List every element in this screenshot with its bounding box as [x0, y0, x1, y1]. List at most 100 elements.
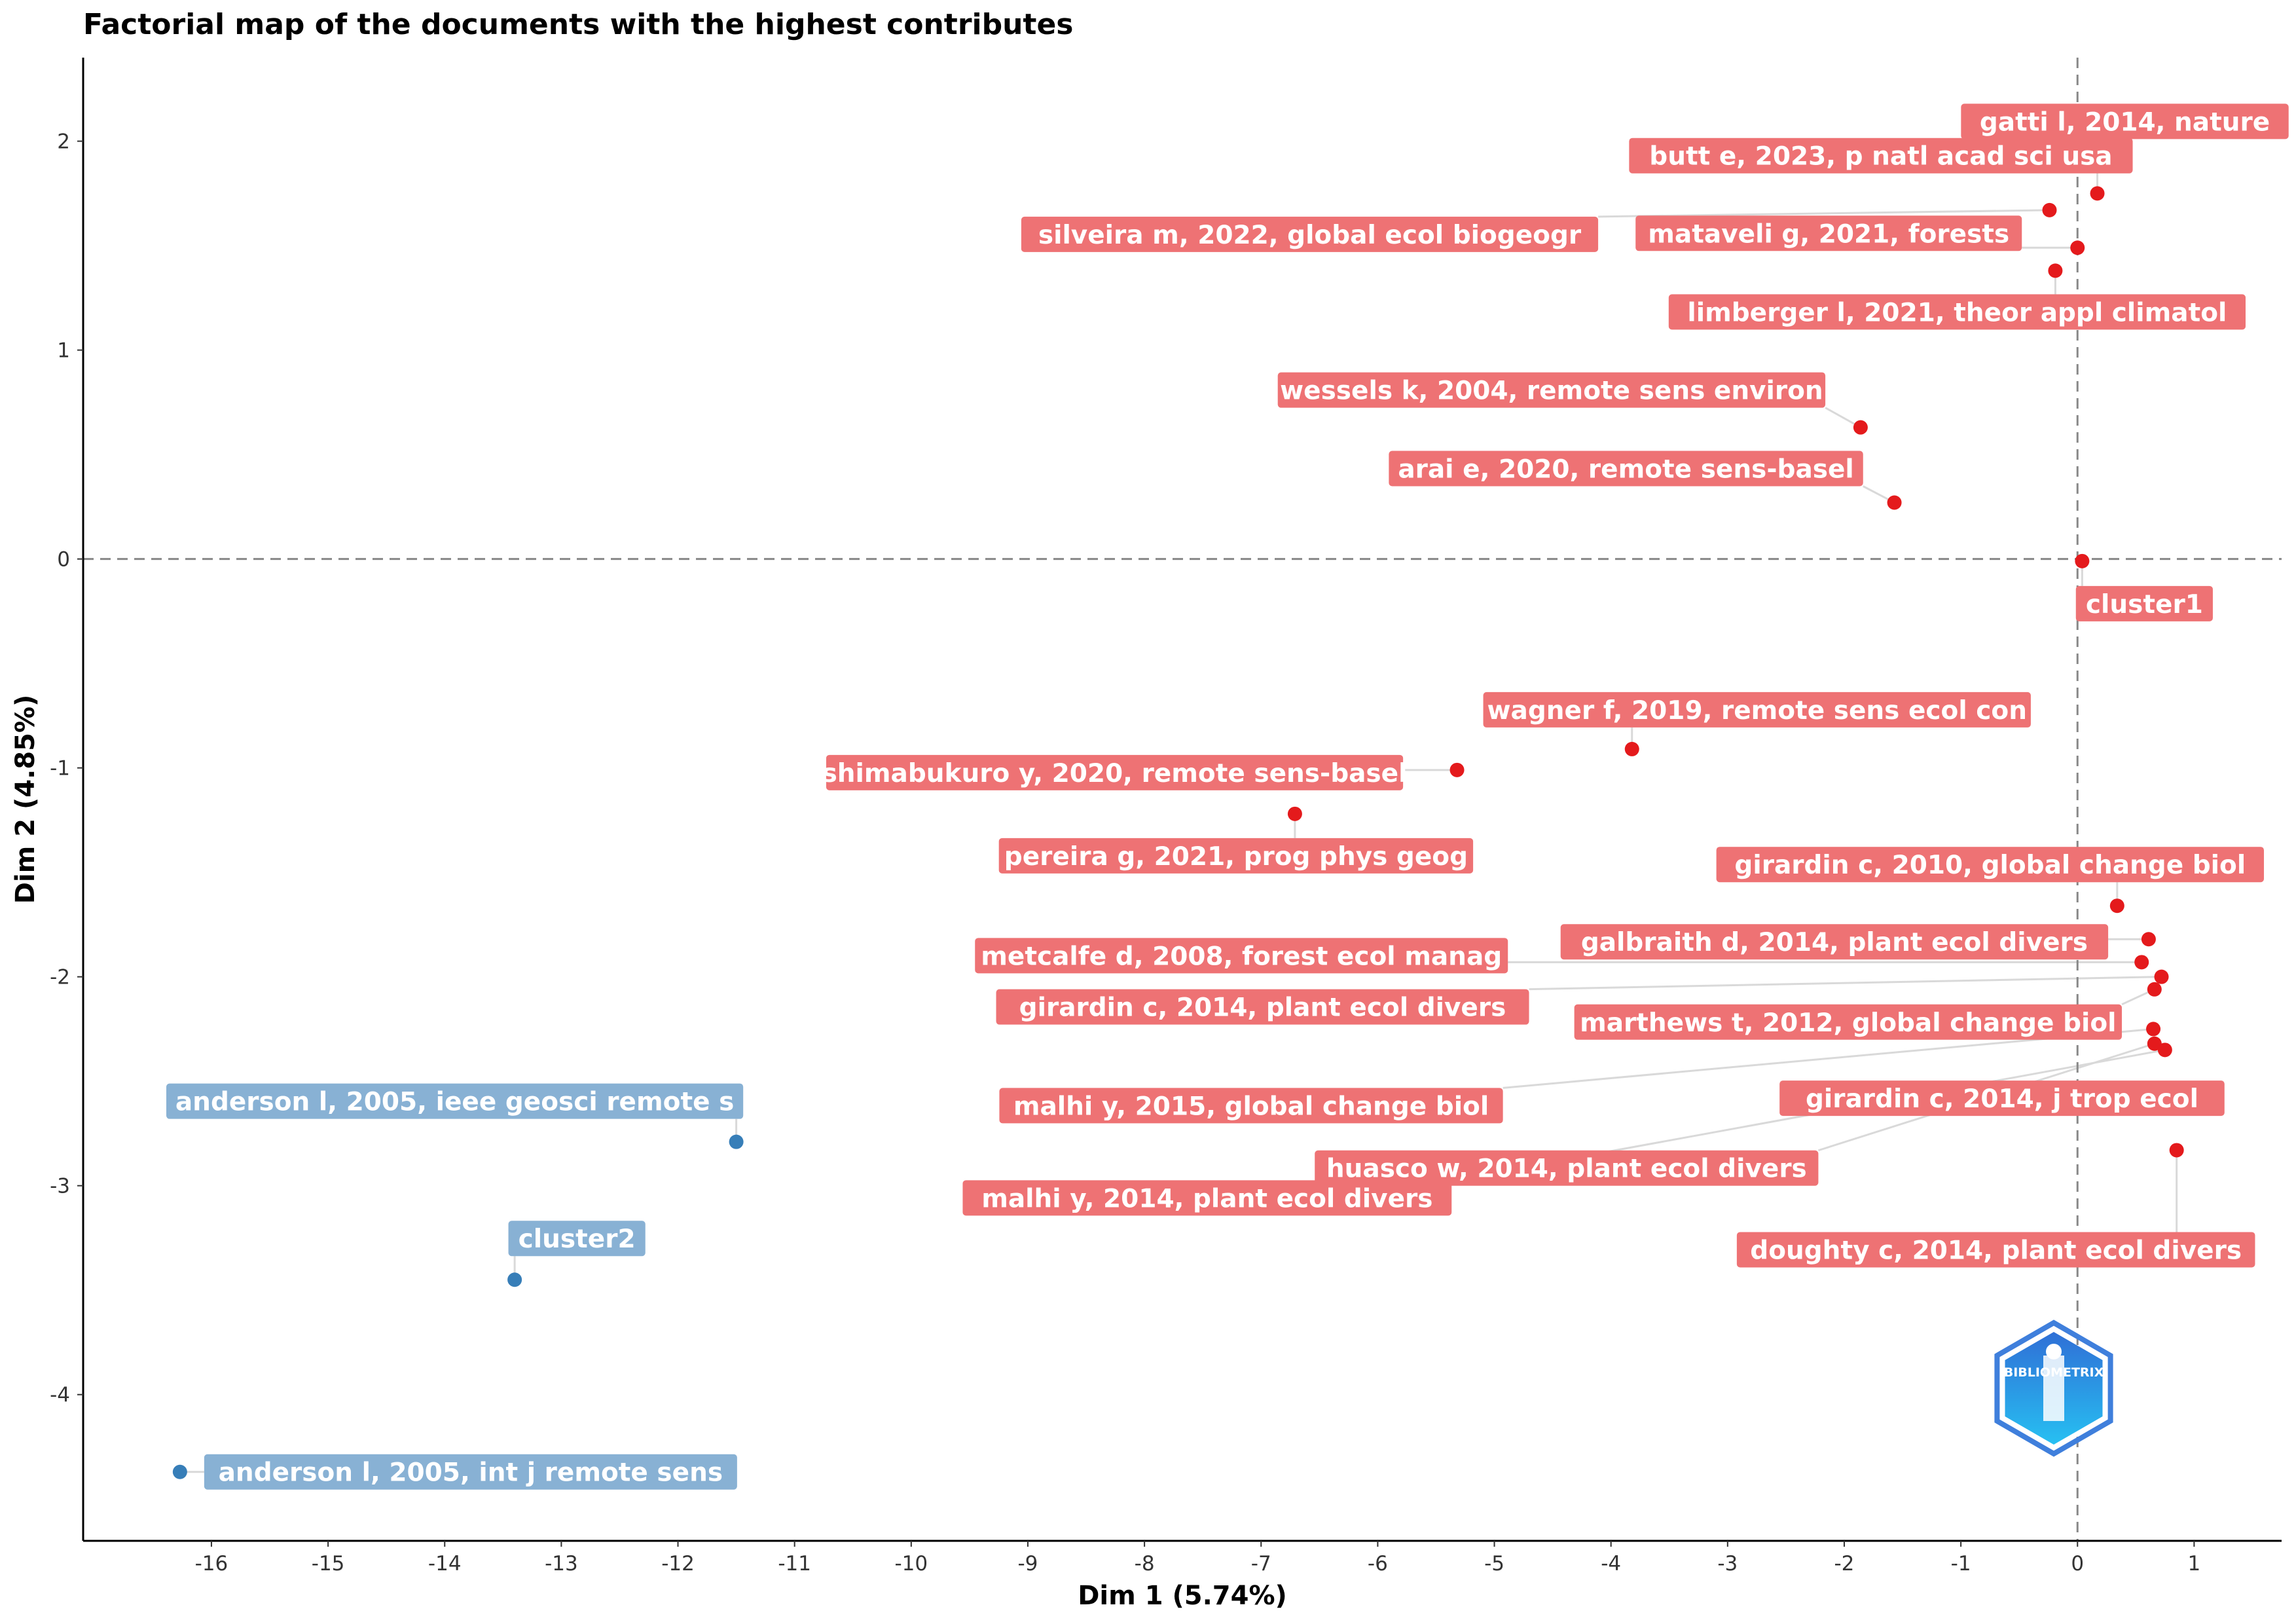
- label-box: [1668, 294, 2246, 330]
- cluster1-point[interactable]: [1449, 762, 1465, 777]
- cluster1-point[interactable]: [2090, 186, 2105, 201]
- leader-line: [1598, 209, 2050, 218]
- reference-lines: [83, 58, 2282, 1541]
- point-label-text: malhi y, 2014, plant ecol divers: [981, 1184, 1432, 1213]
- point-label: metcalfe d, 2008, forest ecol manag: [975, 938, 1508, 974]
- cluster1-point[interactable]: [1624, 741, 1639, 756]
- point-label: girardin c, 2014, plant ecol divers: [996, 989, 1529, 1025]
- cluster1-point[interactable]: [1887, 495, 1902, 510]
- cluster1-point[interactable]: [2146, 1022, 2161, 1037]
- point-label: wessels k, 2004, remote sens environ: [1277, 372, 1826, 408]
- point-label: pereira g, 2021, prog phys geog: [998, 838, 1474, 874]
- label-box: [999, 1088, 1503, 1124]
- point-label-text: malhi y, 2015, global change biol: [1013, 1092, 1489, 1121]
- point-label: cluster1: [2075, 585, 2213, 621]
- point-label-text: huasco w, 2014, plant ecol divers: [1326, 1154, 1807, 1184]
- cluster1-point[interactable]: [1287, 806, 1302, 821]
- label-box: [826, 754, 1404, 790]
- point-label: limberger l, 2021, theor appl climatol: [1668, 294, 2246, 330]
- point-label: huasco w, 2014, plant ecol divers: [1315, 1150, 1819, 1186]
- point-label-text: cluster1: [2086, 590, 2203, 619]
- x-tick-label: -8: [1135, 1552, 1155, 1576]
- label-box: [1389, 451, 1863, 487]
- label-box: [1021, 216, 1599, 252]
- cluster2-point[interactable]: [172, 1464, 187, 1479]
- logo-wordmark: BIBLIOMETRIX: [2004, 1365, 2104, 1380]
- cluster1-point[interactable]: [2141, 932, 2156, 947]
- y-tick-label: 2: [57, 130, 70, 154]
- cluster1-point[interactable]: [2169, 1143, 2184, 1158]
- cluster1-point[interactable]: [2075, 553, 2090, 568]
- point-label: arai e, 2020, remote sens-basel: [1389, 451, 1863, 487]
- point-label: anderson l, 2005, int j remote sens: [204, 1454, 737, 1490]
- point-label-text: girardin c, 2014, plant ecol divers: [1019, 993, 1506, 1023]
- y-tick-label: -2: [50, 966, 70, 989]
- label-box: [2075, 585, 2213, 621]
- lighthouse-icon: [2043, 1356, 2064, 1421]
- cluster2-point[interactable]: [507, 1272, 522, 1287]
- cluster1-point[interactable]: [2048, 263, 2063, 278]
- point-label-text: silveira m, 2022, global ecol biogeogr: [1038, 221, 1582, 250]
- label-box: [1560, 924, 2109, 960]
- cluster2-point[interactable]: [729, 1134, 744, 1149]
- y-tick-label: 0: [57, 548, 70, 572]
- point-label: anderson l, 2005, ieee geosci remote s: [166, 1083, 744, 1119]
- cluster1-point[interactable]: [2042, 202, 2057, 217]
- label-box: [1277, 372, 1826, 408]
- cluster1-point[interactable]: [2109, 898, 2124, 913]
- cluster1-point[interactable]: [2070, 240, 2085, 255]
- label-box: [1736, 1232, 2255, 1268]
- label-box: [204, 1454, 737, 1490]
- x-tick-label: -9: [1017, 1552, 1038, 1576]
- x-tick-label: -10: [894, 1552, 928, 1576]
- point-label-text: gatti l, 2014, nature: [1980, 107, 2270, 137]
- data-points: [172, 157, 2184, 1479]
- x-tick-label: -5: [1484, 1552, 1504, 1576]
- label-box: [1716, 847, 2265, 883]
- x-tick-label: 0: [2071, 1552, 2084, 1576]
- label-box: [1315, 1150, 1819, 1186]
- x-tick-label: 1: [2188, 1552, 2201, 1576]
- label-box: [975, 938, 1508, 974]
- point-label-text: wagner f, 2019, remote sens ecol con: [1487, 696, 2027, 726]
- point-label: wagner f, 2019, remote sens ecol con: [1483, 692, 2031, 728]
- cluster1-point[interactable]: [2134, 955, 2149, 970]
- label-box: [996, 989, 1529, 1025]
- cluster1-point[interactable]: [2157, 1043, 2172, 1058]
- x-tick-label: -11: [778, 1552, 811, 1576]
- cluster1-point[interactable]: [2147, 1036, 2162, 1051]
- x-tick-label: -13: [545, 1552, 578, 1576]
- point-label-text: galbraith d, 2014, plant ecol divers: [1581, 928, 2088, 957]
- cluster1-point[interactable]: [1853, 420, 1868, 435]
- point-label-text: anderson l, 2005, int j remote sens: [219, 1458, 723, 1488]
- x-tick-label: -6: [1368, 1552, 1388, 1576]
- point-label: malhi y, 2015, global change biol: [999, 1088, 1503, 1124]
- x-tick-label: -1: [1951, 1552, 1971, 1576]
- point-label-text: anderson l, 2005, ieee geosci remote s: [175, 1088, 734, 1117]
- y-tick-label: -4: [50, 1384, 70, 1407]
- point-label: shimabukuro y, 2020, remote sens-basel: [822, 754, 1407, 790]
- cluster1-point[interactable]: [2147, 982, 2162, 997]
- point-label: silveira m, 2022, global ecol biogeogr: [1021, 216, 1599, 252]
- bibliometrix-logo: BIBLIOMETRIX: [1994, 1320, 2113, 1457]
- point-label-text: butt e, 2023, p natl acad sci usa: [1649, 142, 2112, 172]
- point-label-text: girardin c, 2014, j trop ecol: [1806, 1084, 2198, 1114]
- leader-line: [1529, 976, 2162, 991]
- leader-lines: [179, 139, 2178, 1473]
- point-labels: gatti l, 2014, nature butt e, 2023, p nat…: [166, 103, 2289, 1490]
- x-tick-label: -7: [1251, 1552, 1271, 1576]
- x-tick-label: -2: [1834, 1552, 1855, 1576]
- point-label-text: limberger l, 2021, theor appl climatol: [1687, 298, 2227, 327]
- x-axis-title: Dim 1 (5.74%): [1078, 1581, 1287, 1611]
- point-label-text: marthews t, 2012, global change biol: [1580, 1008, 2116, 1038]
- label-box: [166, 1083, 744, 1119]
- point-label: girardin c, 2010, global change biol: [1716, 847, 2265, 883]
- point-label-text: arai e, 2020, remote sens-basel: [1398, 455, 1853, 485]
- cluster1-point[interactable]: [2154, 969, 2169, 984]
- label-box: [1635, 215, 2022, 251]
- point-label: gatti l, 2014, nature: [1961, 103, 2289, 139]
- point-label-text: metcalfe d, 2008, forest ecol manag: [981, 942, 1502, 971]
- point-label: doughty c, 2014, plant ecol divers: [1736, 1232, 2255, 1268]
- point-label-text: wessels k, 2004, remote sens environ: [1280, 377, 1823, 406]
- x-tick-label: -3: [1717, 1552, 1738, 1576]
